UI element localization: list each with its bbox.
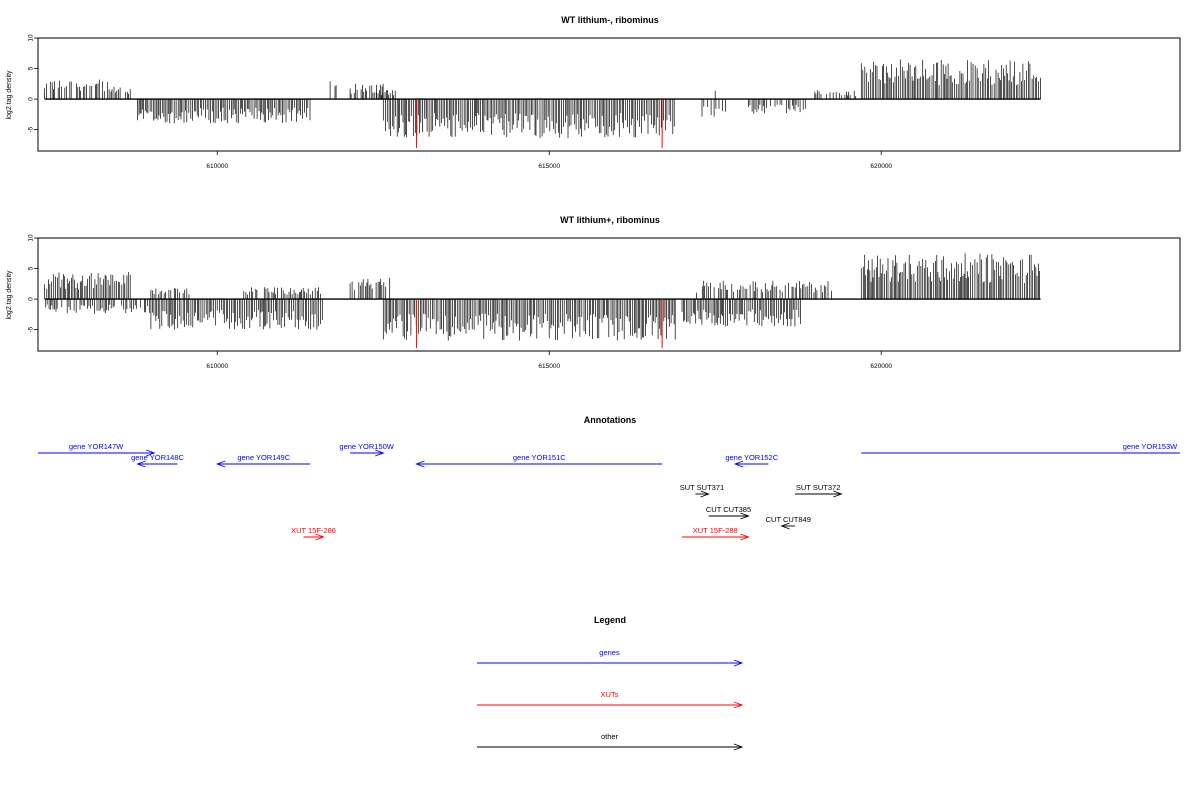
feature-label: gene YOR150W — [339, 442, 394, 451]
x-tick-label: 615000 — [538, 163, 560, 170]
y-tick-label: 10 — [28, 234, 35, 242]
arrow-head-icon — [700, 490, 710, 498]
x-axis: 610000 615000 620000 — [206, 350, 892, 370]
annotation-feature: gene YOR150W — [339, 442, 395, 457]
arrow-head-icon — [733, 743, 744, 751]
legend-items: genes XUTs other — [477, 648, 744, 751]
legend-item: other — [477, 732, 744, 751]
y-axis: -5 0 5 10 — [28, 34, 39, 133]
y-tick-label: 0 — [28, 297, 35, 301]
y-tick-label: 5 — [28, 66, 35, 70]
annotation-feature: gene YOR148C — [131, 453, 184, 468]
legend-item: genes — [477, 648, 744, 667]
x-tick-label: 620000 — [870, 363, 892, 370]
x-tick-label: 610000 — [206, 163, 228, 170]
y-tick-label: 10 — [28, 34, 35, 42]
arrow-head-icon — [733, 460, 744, 468]
arrow-head-icon — [146, 449, 156, 457]
arrow-head-icon — [415, 460, 425, 468]
annotation-feature: SUT SUT372 — [794, 483, 843, 498]
y-tick-label: 5 — [28, 266, 35, 270]
annotation-features: gene YOR147W gene YOR148C gene YOR149C gene… — [38, 442, 1180, 541]
x-tick-label: 615000 — [538, 363, 560, 370]
annotations-title: Annotations — [584, 415, 637, 425]
feature-label: gene YOR153W — [1123, 442, 1178, 451]
legend-label: other — [601, 732, 619, 741]
marker-lines — [415, 299, 663, 348]
arrow-head-icon — [740, 512, 750, 520]
feature-label: CUT CUT849 — [766, 515, 811, 524]
panel-title: WT lithium+, ribominus — [560, 215, 660, 225]
legend-panel: Legend genes XUTs other — [477, 615, 744, 751]
arrow-head-icon — [315, 533, 325, 541]
annotation-feature: SUT SUT371 — [680, 483, 724, 498]
x-tick-label: 610000 — [206, 363, 228, 370]
feature-label: gene YOR147W — [69, 442, 124, 451]
annotation-feature: CUT CUT385 — [706, 505, 751, 520]
arrow-head-icon — [780, 522, 790, 530]
legend-label: genes — [599, 648, 620, 657]
feature-label: XUT 15F-288 — [693, 526, 738, 535]
legend-label: XUTs — [601, 690, 619, 699]
feature-label: CUT CUT385 — [706, 505, 751, 514]
feature-label: gene YOR151C — [513, 453, 566, 462]
annotation-feature: gene YOR149C — [215, 453, 311, 468]
feature-label: gene YOR149C — [237, 453, 290, 462]
arrow-head-icon — [833, 490, 843, 498]
arrow-head-icon — [740, 533, 750, 541]
feature-label: SUT SUT372 — [796, 483, 840, 492]
legend-title: Legend — [594, 615, 626, 625]
y-axis: -5 0 5 10 — [28, 234, 39, 333]
annotation-feature: gene YOR152C — [725, 453, 779, 468]
feature-label: gene YOR148C — [131, 453, 184, 462]
signal-bars — [44, 59, 1041, 139]
y-tick-label: -5 — [28, 326, 35, 332]
track-panel-lithium-plus: WT lithium+, ribominus log2 tag density … — [6, 215, 1181, 370]
arrow-head-icon — [733, 659, 744, 667]
arrow-head-icon — [136, 460, 146, 468]
y-tick-label: 0 — [28, 97, 35, 101]
y-tick-label: -5 — [28, 126, 35, 132]
y-axis-label: log2 tag density — [6, 70, 13, 120]
legend-item: XUTs — [477, 690, 744, 709]
panel-title: WT lithium-, ribominus — [561, 15, 659, 25]
y-axis-label: log2 tag density — [6, 270, 13, 320]
annotation-feature: CUT CUT849 — [766, 515, 811, 530]
annotation-feature: gene YOR147W — [38, 442, 156, 457]
annotation-feature: gene YOR153W — [861, 442, 1180, 454]
feature-label: SUT SUT371 — [680, 483, 724, 492]
x-tick-label: 620000 — [870, 163, 892, 170]
arrow-head-icon — [215, 460, 226, 468]
feature-label: XUT 15F-286 — [291, 526, 336, 535]
annotation-feature: XUT 15F-286 — [291, 526, 336, 541]
arrow-head-icon — [375, 449, 385, 457]
track-panel-lithium-minus: WT lithium-, ribominus log2 tag density … — [6, 15, 1181, 170]
arrow-head-icon — [733, 701, 744, 709]
marker-lines — [415, 99, 663, 148]
signal-bars — [44, 253, 1041, 341]
x-axis: 610000 615000 620000 — [206, 150, 892, 170]
annotation-feature: XUT 15F-288 — [682, 526, 750, 541]
feature-label: gene YOR152C — [725, 453, 778, 462]
annotation-feature: gene YOR151C — [415, 453, 663, 468]
